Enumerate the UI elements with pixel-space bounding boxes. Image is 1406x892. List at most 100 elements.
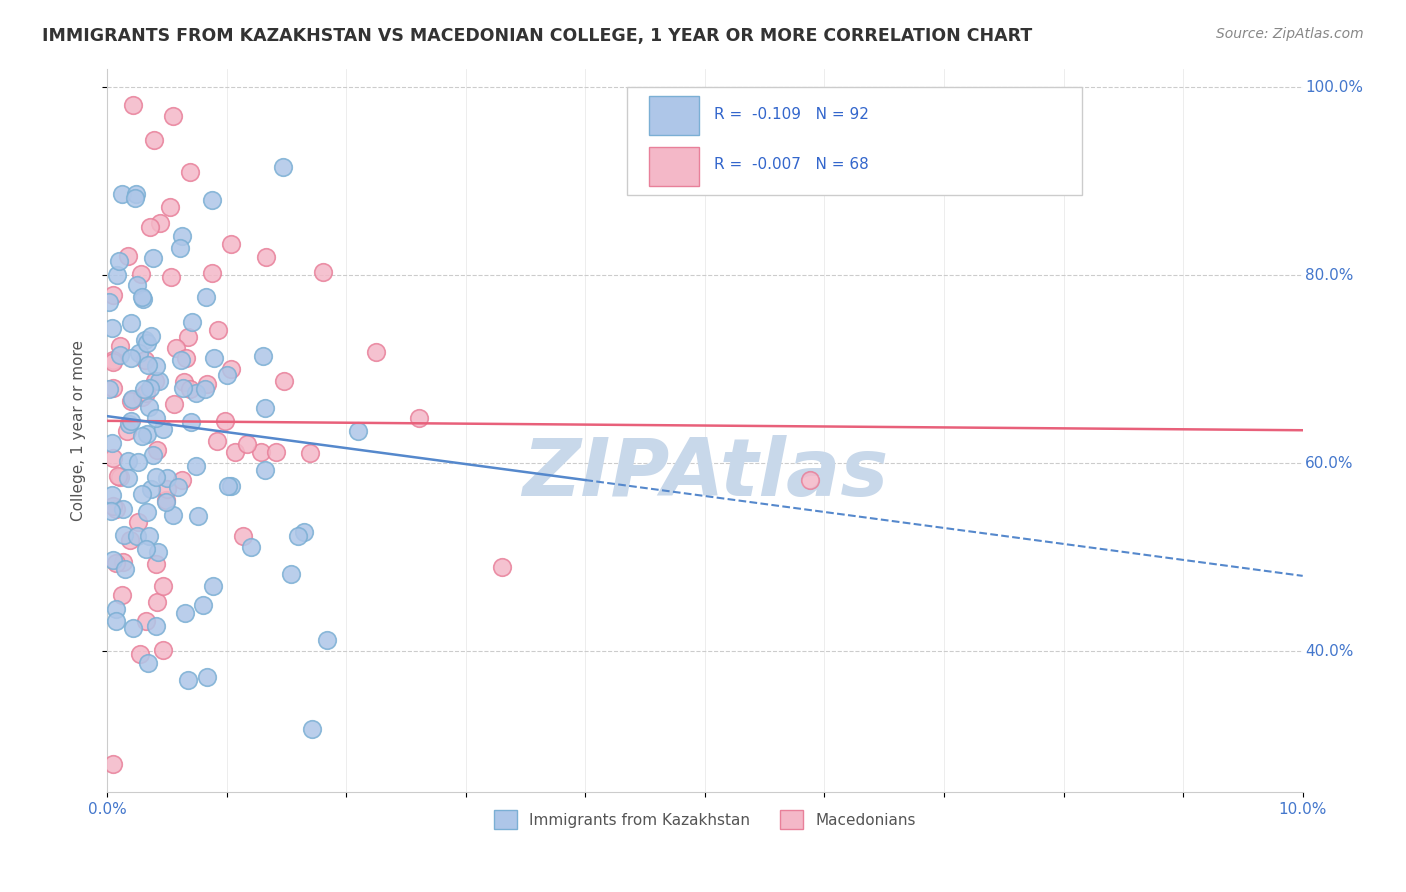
Point (169, 242, 191, 256)
Point (134, 334, 156, 348)
Point (120, 351, 142, 365)
Point (115, 424, 138, 438)
Point (142, 251, 165, 265)
FancyBboxPatch shape (627, 87, 1081, 195)
Point (108, 339, 131, 353)
Point (108, 349, 131, 363)
Point (112, 527, 135, 541)
Point (254, 462, 277, 476)
Point (347, 424, 370, 438)
Point (207, 323, 229, 337)
Point (101, 436, 124, 450)
Point (135, 386, 157, 401)
Point (152, 421, 174, 435)
Point (219, 236, 242, 251)
Point (135, 505, 157, 519)
Point (177, 330, 200, 344)
Point (166, 480, 188, 494)
Point (128, 345, 150, 359)
Point (180, 315, 202, 329)
Text: 40.0%: 40.0% (1305, 643, 1354, 658)
Point (121, 392, 143, 406)
Point (135, 427, 157, 442)
Point (174, 607, 197, 621)
Point (125, 278, 148, 293)
Point (177, 673, 200, 687)
Point (163, 397, 186, 411)
Point (187, 509, 209, 524)
Point (250, 445, 273, 459)
Point (139, 329, 162, 343)
Text: 80.0%: 80.0% (1305, 268, 1354, 283)
Text: Source: ZipAtlas.com: Source: ZipAtlas.com (1216, 27, 1364, 41)
Point (159, 270, 181, 285)
Point (101, 451, 124, 466)
Point (121, 97, 143, 112)
Point (124, 191, 146, 205)
Point (217, 479, 239, 493)
Point (107, 469, 129, 483)
Point (236, 437, 259, 451)
Point (101, 353, 124, 368)
Point (299, 446, 322, 460)
Point (103, 552, 125, 566)
Point (108, 469, 131, 483)
Point (139, 381, 162, 395)
Point (104, 557, 127, 571)
Point (165, 341, 187, 355)
Point (149, 215, 172, 229)
Text: 100.0%: 100.0% (1305, 79, 1362, 95)
Point (98, 295, 121, 310)
Point (142, 448, 165, 462)
Point (117, 471, 139, 485)
Point (146, 595, 169, 609)
Legend: Immigrants from Kazakhstan, Macedonians: Immigrants from Kazakhstan, Macedonians (488, 804, 922, 835)
Point (156, 482, 179, 496)
Point (101, 488, 124, 502)
Point (101, 288, 124, 302)
Point (316, 633, 339, 648)
Text: 60.0%: 60.0% (1305, 456, 1354, 471)
Point (292, 525, 315, 540)
Point (491, 559, 513, 574)
Point (129, 647, 152, 661)
Point (120, 414, 142, 428)
Point (105, 501, 128, 516)
Point (239, 541, 262, 555)
Point (143, 374, 166, 388)
Text: R =  -0.007   N = 68: R = -0.007 N = 68 (714, 157, 869, 172)
Point (145, 470, 167, 484)
Point (408, 411, 430, 425)
Point (273, 374, 295, 388)
Point (101, 355, 124, 369)
Point (193, 598, 215, 612)
Point (108, 253, 131, 268)
Point (127, 529, 149, 543)
Point (252, 349, 274, 363)
Point (195, 290, 218, 304)
Point (111, 502, 134, 516)
Point (131, 390, 153, 404)
Point (287, 529, 309, 543)
Point (148, 374, 170, 388)
Point (105, 601, 128, 615)
Point (364, 344, 387, 359)
Point (264, 445, 287, 459)
Point (301, 722, 323, 736)
Point (146, 442, 169, 457)
Point (145, 411, 167, 425)
Point (224, 444, 246, 458)
Point (156, 471, 179, 485)
Point (103, 381, 125, 395)
Point (205, 434, 228, 448)
Point (141, 482, 163, 496)
Point (111, 588, 134, 602)
Point (100, 321, 122, 335)
Point (145, 359, 167, 373)
Point (194, 382, 217, 396)
Point (219, 479, 242, 493)
Point (145, 558, 167, 572)
Point (129, 267, 152, 281)
Point (195, 376, 218, 391)
FancyBboxPatch shape (648, 96, 699, 135)
